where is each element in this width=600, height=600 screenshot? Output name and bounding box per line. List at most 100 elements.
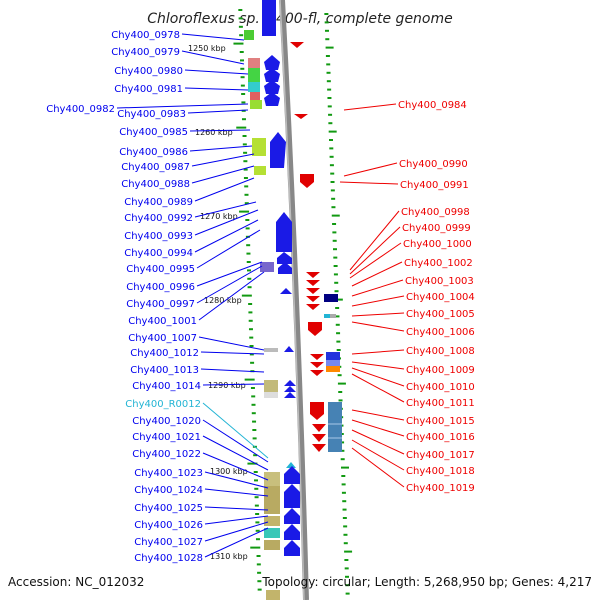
- gene-label[interactable]: Chy400_1010: [406, 382, 475, 393]
- gene-label[interactable]: Chy400_0984: [398, 100, 467, 111]
- gene-label[interactable]: Chy400_0983: [117, 109, 186, 120]
- leader-line: [194, 219, 259, 253]
- feature-block: [264, 528, 280, 538]
- reverse-gene-arrow: [306, 304, 320, 310]
- gene-label[interactable]: Chy400_0996: [126, 282, 195, 293]
- forward-gene-arrow: [284, 392, 296, 398]
- leader-line: [204, 527, 269, 558]
- gene-label[interactable]: Chy400_1009: [406, 365, 475, 376]
- gene-label[interactable]: Chy400_0991: [400, 180, 469, 191]
- gene-label[interactable]: Chy400_0986: [119, 147, 188, 158]
- gene-label[interactable]: Chy400_1002: [404, 258, 473, 269]
- gene-label[interactable]: Chy400_1018: [406, 466, 475, 477]
- gene-label[interactable]: Chy400_1004: [406, 292, 475, 303]
- gene-label[interactable]: Chy400_1012: [130, 348, 199, 359]
- gene-label[interactable]: Chy400_1014: [132, 381, 201, 392]
- gene-label[interactable]: Chy400_0987: [121, 162, 190, 173]
- gene-label[interactable]: Chy400_1020: [132, 416, 201, 427]
- gene-label[interactable]: Chy400_0997: [126, 299, 195, 310]
- reverse-gene-arrow: [294, 114, 308, 119]
- leader-line: [191, 165, 255, 184]
- feature-block: [326, 360, 340, 366]
- leader-line: [189, 129, 251, 132]
- gene-label[interactable]: Chy400_0999: [402, 223, 471, 234]
- gene-label[interactable]: Chy400_1021: [132, 432, 201, 443]
- leader-line: [184, 87, 249, 91]
- forward-gene-arrow: [264, 68, 280, 82]
- gene-label[interactable]: Chy400_0993: [124, 231, 193, 242]
- leader-line: [196, 265, 263, 304]
- leader-line: [351, 439, 405, 471]
- gene-label[interactable]: Chy400_1024: [134, 485, 203, 496]
- gene-label[interactable]: Chy400_0990: [399, 159, 468, 170]
- gene-label[interactable]: Chy400_0978: [111, 30, 180, 41]
- gene-label[interactable]: Chy400_1026: [134, 520, 203, 531]
- gene-label[interactable]: Chy400_1001: [128, 316, 197, 327]
- gene-label[interactable]: Chy400_1011: [406, 398, 475, 409]
- gene-label[interactable]: Chy400_0998: [401, 207, 470, 218]
- feature-block: [328, 402, 342, 452]
- gene-label[interactable]: Chy400_1017: [406, 450, 475, 461]
- genome-backbone-highlight: [279, 0, 305, 600]
- gene-label[interactable]: Chy400_0985: [119, 127, 188, 138]
- leader-line: [191, 153, 255, 167]
- forward-gene-arrow: [284, 380, 296, 386]
- gene-label[interactable]: Chy400_0979: [111, 47, 180, 58]
- feature-block: [264, 472, 280, 486]
- gene-label[interactable]: Chy400_0982: [46, 104, 115, 115]
- gene-label[interactable]: Chy400_0981: [114, 84, 183, 95]
- leader-line: [181, 33, 245, 41]
- leader-line: [204, 506, 269, 511]
- gene-label[interactable]: Chy400_1027: [134, 537, 203, 548]
- leader-line: [202, 435, 269, 471]
- gene-label[interactable]: Chy400_0980: [114, 66, 183, 77]
- forward-gene-arrow: [284, 386, 296, 392]
- leader-line: [351, 279, 404, 297]
- feature-block: [326, 366, 340, 372]
- gene-label[interactable]: Chy400_1023: [134, 468, 203, 479]
- feature-block: [324, 314, 330, 318]
- forward-gene-arrow: [284, 540, 300, 556]
- gene-label[interactable]: Chy400_1028: [134, 553, 203, 564]
- leader-line: [351, 367, 405, 387]
- gene-label[interactable]: Chy400_0988: [121, 179, 190, 190]
- gene-label[interactable]: Chy400_1000: [403, 239, 472, 250]
- reverse-gene-arrow: [310, 370, 324, 376]
- leader-line: [351, 261, 403, 287]
- feature-block: [266, 590, 280, 600]
- leader-line: [351, 409, 405, 421]
- leader-line: [202, 452, 269, 481]
- leader-line: [351, 419, 405, 437]
- gene-label[interactable]: Chy400_1007: [128, 333, 197, 344]
- gene-label[interactable]: Chy400_1015: [406, 416, 475, 427]
- gene-label[interactable]: Chy400_1008: [406, 346, 475, 357]
- forward-gene-arrow: [284, 484, 300, 508]
- feature-block: [260, 262, 274, 272]
- leader-line: [184, 69, 249, 75]
- gene-label[interactable]: Chy400_1005: [406, 309, 475, 320]
- leader-line: [198, 336, 265, 351]
- gene-label[interactable]: Chy400_1019: [406, 483, 475, 494]
- reverse-gene-arrow: [308, 322, 322, 336]
- leader-line: [349, 210, 400, 271]
- feature-block: [264, 486, 280, 514]
- gene-label[interactable]: Chy400_0994: [124, 248, 193, 259]
- gene-label[interactable]: Chy400_0992: [124, 213, 193, 224]
- reverse-gene-arrow: [310, 354, 324, 360]
- gene-label[interactable]: Chy400_1013: [130, 365, 199, 376]
- gene-label[interactable]: Chy400_1006: [406, 327, 475, 338]
- leader-line: [351, 373, 405, 403]
- gene-label[interactable]: Chy400_1022: [132, 449, 201, 460]
- gene-label[interactable]: Chy400_1025: [134, 503, 203, 514]
- leader-line: [343, 103, 397, 111]
- gene-label[interactable]: Chy400_0995: [126, 264, 195, 275]
- leader-line: [351, 349, 405, 355]
- leader-line: [202, 419, 269, 463]
- gene-label[interactable]: Chy400_R0012: [125, 399, 201, 410]
- gene-label[interactable]: Chy400_1003: [405, 276, 474, 287]
- gene-label[interactable]: Chy400_0989: [124, 197, 193, 208]
- gene-label[interactable]: Chy400_1016: [406, 432, 475, 443]
- topology-text: Topology: circular; Length: 5,268,950 bp…: [261, 575, 592, 589]
- leader-line: [189, 145, 253, 152]
- tick-label: 1270 kbp: [200, 212, 238, 221]
